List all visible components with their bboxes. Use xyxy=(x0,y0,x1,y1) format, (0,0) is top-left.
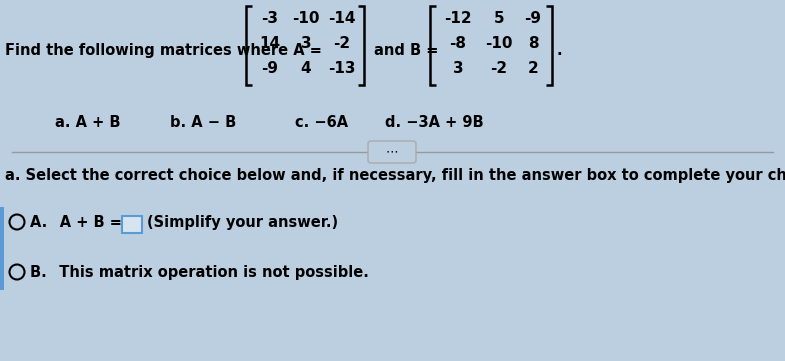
FancyBboxPatch shape xyxy=(0,207,4,290)
Text: -10: -10 xyxy=(292,11,319,26)
Text: (Simplify your answer.): (Simplify your answer.) xyxy=(147,215,338,230)
FancyBboxPatch shape xyxy=(122,216,142,233)
Text: -8: -8 xyxy=(450,36,466,51)
Text: -9: -9 xyxy=(261,61,279,76)
Text: a. A + B: a. A + B xyxy=(55,115,121,130)
Text: -14: -14 xyxy=(328,11,356,26)
Text: 5: 5 xyxy=(494,11,504,26)
Text: b. A − B: b. A − B xyxy=(170,115,236,130)
Text: 8: 8 xyxy=(528,36,539,51)
Text: -2: -2 xyxy=(491,61,508,76)
Text: -12: -12 xyxy=(444,11,472,26)
Text: 4: 4 xyxy=(301,61,312,76)
Text: -2: -2 xyxy=(334,36,351,51)
Text: -10: -10 xyxy=(485,36,513,51)
Text: -9: -9 xyxy=(524,11,542,26)
Text: .: . xyxy=(556,43,561,58)
Text: A.  A + B =: A. A + B = xyxy=(30,215,122,230)
Text: -13: -13 xyxy=(328,61,356,76)
Text: 14: 14 xyxy=(259,36,280,51)
Text: 3: 3 xyxy=(301,36,312,51)
Text: B.  This matrix operation is not possible.: B. This matrix operation is not possible… xyxy=(30,265,369,280)
FancyBboxPatch shape xyxy=(368,141,416,163)
Text: and B =: and B = xyxy=(374,43,438,58)
Text: ⋯: ⋯ xyxy=(385,145,398,158)
Text: -3: -3 xyxy=(261,11,279,26)
Text: c. −6A: c. −6A xyxy=(295,115,348,130)
Text: 3: 3 xyxy=(453,61,463,76)
Text: 2: 2 xyxy=(528,61,539,76)
Circle shape xyxy=(9,265,24,279)
Circle shape xyxy=(9,214,24,230)
Text: Find the following matrices where A =: Find the following matrices where A = xyxy=(5,43,322,58)
Text: a. Select the correct choice below and, if necessary, fill in the answer box to : a. Select the correct choice below and, … xyxy=(5,168,785,183)
Text: d. −3A + 9B: d. −3A + 9B xyxy=(385,115,484,130)
